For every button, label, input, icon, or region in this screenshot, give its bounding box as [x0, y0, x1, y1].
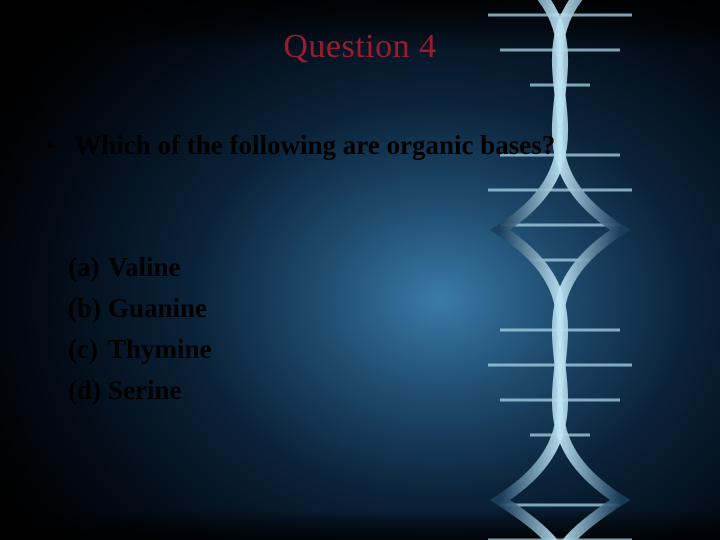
- option-label: (a): [68, 252, 108, 283]
- question-text: • Which of the following are organic bas…: [46, 130, 555, 161]
- options-list: (a)Valine (b)Guanine (c)Thymine (d)Serin…: [68, 252, 212, 416]
- option-label: (d): [68, 375, 108, 406]
- slide-title: Question 4: [0, 28, 720, 66]
- option-label: (b): [68, 293, 108, 324]
- option-c: (c)Thymine: [68, 334, 212, 365]
- option-text: Valine: [108, 252, 181, 282]
- option-a: (a)Valine: [68, 252, 212, 283]
- option-text: Guanine: [108, 293, 207, 323]
- option-text: Serine: [108, 375, 182, 405]
- option-text: Thymine: [108, 334, 212, 364]
- slide: Question 4 • Which of the following are …: [0, 0, 720, 540]
- dna-helix-graphic: [460, 0, 660, 540]
- option-label: (c): [68, 334, 108, 365]
- question-body: Which of the following are organic bases…: [74, 130, 555, 160]
- bullet-icon: •: [46, 130, 68, 161]
- bottom-vignette: [0, 510, 720, 540]
- option-d: (d)Serine: [68, 375, 212, 406]
- option-b: (b)Guanine: [68, 293, 212, 324]
